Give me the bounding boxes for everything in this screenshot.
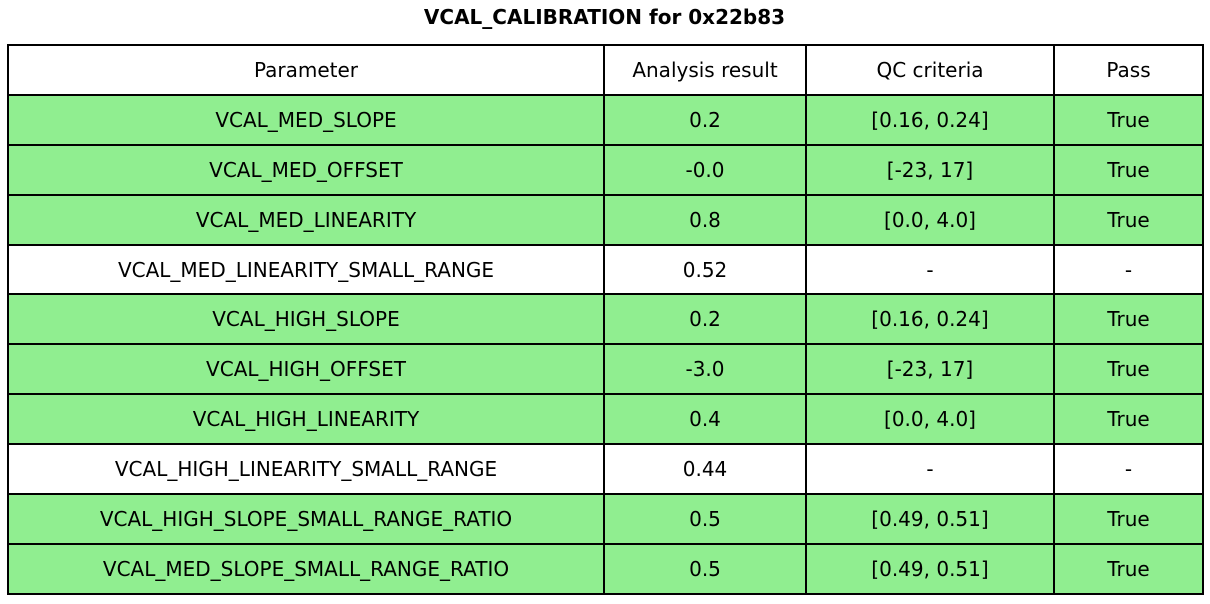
cell-parameter: VCAL_HIGH_LINEARITY [7,393,605,446]
cell-qc-criteria: [0.49, 0.51] [805,542,1055,595]
cell-pass: True [1053,343,1204,396]
table-row: VCAL_MED_OFFSET -0.0 [-23, 17] True [7,143,1204,196]
cell-parameter: VCAL_HIGH_SLOPE_SMALL_RANGE_RATIO [7,493,605,545]
cell-parameter: VCAL_MED_OFFSET [7,143,605,196]
cell-analysis-result: 0.44 [603,443,807,496]
cell-qc-criteria: - [805,443,1055,496]
cell-pass: True [1053,493,1204,545]
cell-pass: True [1053,393,1204,446]
qc-table-body: VCAL_MED_SLOPE 0.2 [0.16, 0.24] True VCAL_ME… [7,93,1204,595]
header-row: Parameter Analysis result QC criteria Pa… [7,44,1204,96]
cell-parameter: VCAL_HIGH_OFFSET [7,343,605,396]
cell-analysis-result: 0.2 [603,93,807,146]
cell-analysis-result: 0.52 [603,243,807,296]
cell-parameter: VCAL_HIGH_SLOPE [7,293,605,346]
qc-table: Parameter Analysis result QC criteria Pa… [7,44,1204,595]
cell-analysis-result: 0.5 [603,542,807,595]
cell-pass: True [1053,542,1204,595]
figure-title: VCAL_CALIBRATION for 0x22b83 [423,5,786,29]
cell-analysis-result: 0.2 [603,293,807,346]
cell-pass: True [1053,143,1204,196]
table-row: VCAL_HIGH_OFFSET -3.0 [-23, 17] True [7,343,1204,396]
table-row: VCAL_HIGH_SLOPE_SMALL_RANGE_RATIO 0.5 [0.4… [7,493,1204,545]
cell-qc-criteria: - [805,243,1055,296]
table-row: VCAL_HIGH_LINEARITY 0.4 [0.0, 4.0] True [7,393,1204,446]
table-row: VCAL_MED_LINEARITY_SMALL_RANGE 0.52- - [7,243,1204,296]
table-row: VCAL_HIGH_LINEARITY_SMALL_RANGE 0.44- - [7,443,1204,496]
cell-analysis-result: 0.5 [603,493,807,545]
cell-analysis-result: -3.0 [603,343,807,396]
cell-pass: True [1053,93,1204,146]
table-row: VCAL_MED_LINEARITY 0.8 [0.0, 4.0] True [7,193,1204,246]
cell-qc-criteria: [0.49, 0.51] [805,493,1055,545]
cell-pass: - [1053,443,1204,496]
cell-parameter: VCAL_MED_LINEARITY [7,193,605,246]
cell-qc-criteria: [0.16, 0.24] [805,293,1055,346]
cell-pass: True [1053,293,1204,346]
table-row: VCAL_MED_SLOPE_SMALL_RANGE_RATIO 0.5 [0.49… [7,542,1204,595]
cell-qc-criteria: [0.0, 4.0] [805,193,1055,246]
cell-qc-criteria: [-23, 17] [805,143,1055,196]
table-row: VCAL_HIGH_SLOPE 0.2 [0.16, 0.24] True [7,293,1204,346]
cell-qc-criteria: [0.0, 4.0] [805,393,1055,446]
cell-parameter: VCAL_MED_SLOPE_SMALL_RANGE_RATIO [7,542,605,595]
cell-parameter: VCAL_HIGH_LINEARITY_SMALL_RANGE [7,443,605,496]
cell-analysis-result: -0.0 [603,143,807,196]
cell-analysis-result: 0.8 [603,193,807,246]
cell-qc-criteria: [-23, 17] [805,343,1055,396]
table-row: VCAL_MED_SLOPE 0.2 [0.16, 0.24] True [7,93,1204,146]
cell-analysis-result: 0.4 [603,393,807,446]
cell-pass: True [1053,193,1204,246]
header-analysis-result: Analysis result [603,44,807,96]
header-qc-criteria: QC criteria [805,44,1055,96]
header-pass: Pass [1053,44,1204,96]
cell-parameter: VCAL_MED_LINEARITY_SMALL_RANGE [7,243,605,296]
cell-parameter: VCAL_MED_SLOPE [7,93,605,146]
header-parameter: Parameter [7,44,605,96]
cell-qc-criteria: [0.16, 0.24] [805,93,1055,146]
cell-pass: - [1053,243,1204,296]
